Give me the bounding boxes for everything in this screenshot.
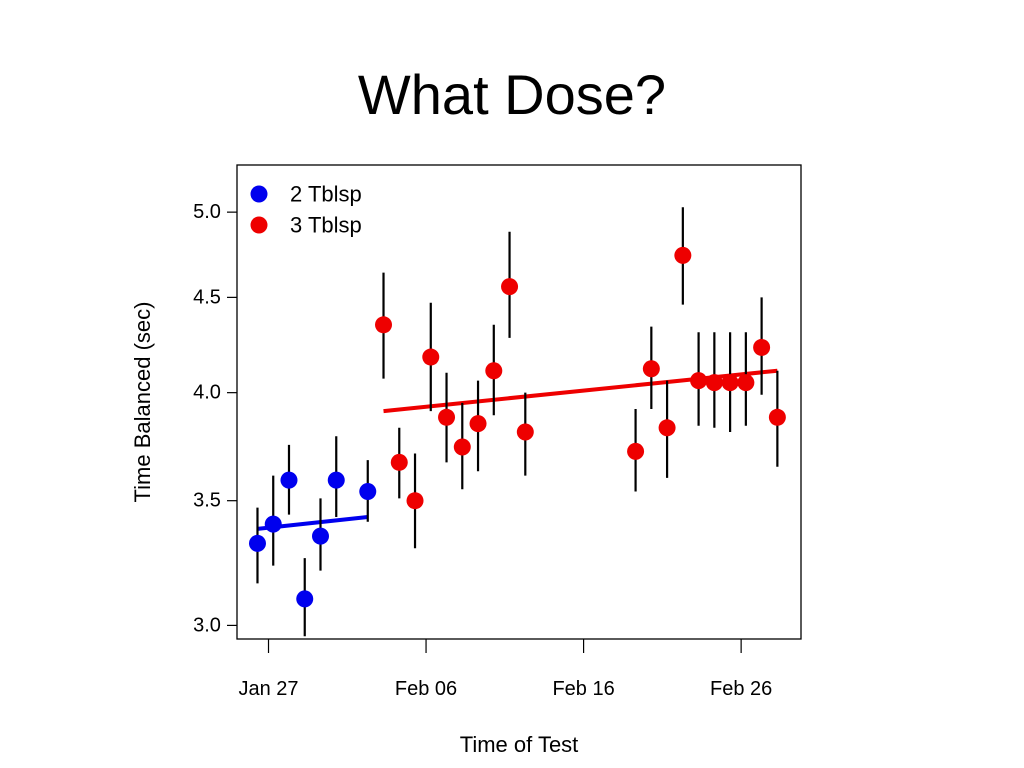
data-point: [248, 534, 266, 552]
data-point: [453, 438, 471, 456]
y-axis-title: Time Balanced (sec): [130, 302, 155, 503]
x-tick-label: Jan 27: [238, 678, 298, 700]
data-point: [311, 527, 329, 545]
data-point: [705, 374, 723, 392]
legend-marker: [250, 216, 268, 234]
legend-marker: [250, 185, 268, 203]
data-point: [768, 408, 786, 426]
error-bars: [256, 207, 779, 637]
data-point: [658, 419, 676, 437]
data-point: [690, 372, 708, 390]
y-tick-label: 3.0: [193, 614, 221, 636]
y-tick-label: 5.0: [193, 201, 221, 223]
data-point: [438, 408, 456, 426]
data-point: [264, 515, 282, 533]
data-point: [674, 246, 692, 264]
data-point: [422, 348, 440, 366]
plot-frame: [236, 164, 802, 640]
data-point: [753, 338, 771, 356]
x-tick-label: Feb 26: [710, 678, 772, 700]
data-point: [406, 492, 424, 510]
data-point: [642, 360, 660, 378]
y-tick-label: 4.0: [193, 382, 221, 404]
x-axis-title: Time of Test: [460, 732, 579, 757]
data-point: [327, 471, 345, 489]
y-axis: 3.0 3.5 4.0 4.5 5.0: [193, 201, 237, 636]
legend-label: 2 Tblsp: [290, 182, 362, 207]
x-tick-label: Feb 16: [552, 678, 614, 700]
data-points: [248, 246, 786, 608]
data-point: [280, 471, 298, 489]
data-point: [469, 415, 487, 433]
data-point: [359, 483, 377, 501]
data-point: [737, 374, 755, 392]
legend: 2 Tblsp 3 Tblsp: [250, 182, 362, 238]
x-axis: Jan 27 Feb 06 Feb 16 Feb 26: [238, 639, 772, 700]
data-point: [296, 590, 314, 608]
data-point: [390, 453, 408, 471]
data-point: [501, 278, 519, 296]
data-point: [516, 423, 534, 441]
slide-title: What Dose?: [357, 63, 667, 126]
data-point: [485, 362, 503, 380]
y-tick-label: 3.5: [193, 490, 221, 512]
data-point: [721, 374, 739, 392]
x-tick-label: Feb 06: [395, 678, 457, 700]
y-tick-label: 4.5: [193, 286, 221, 308]
data-point: [375, 316, 393, 334]
data-point: [627, 442, 645, 460]
legend-label: 3 Tblsp: [290, 213, 362, 238]
